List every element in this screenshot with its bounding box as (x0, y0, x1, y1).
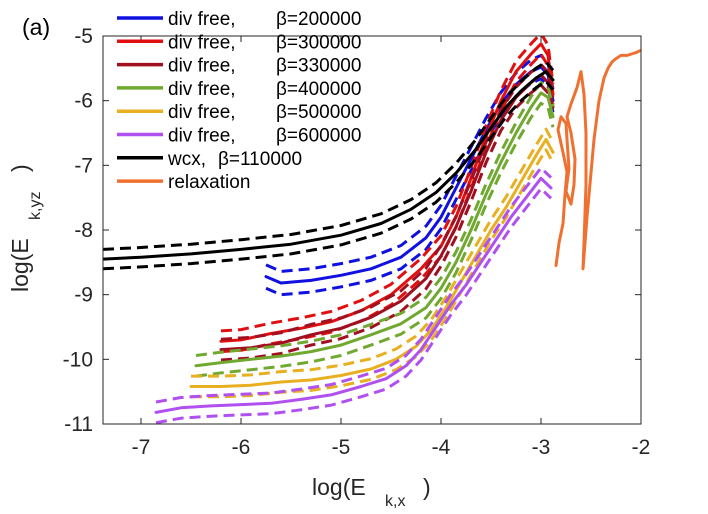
legend-entry-wcx-110000: wcx, β=110000 (117, 149, 302, 170)
tick-labels: -7 -6 -5 -4 -3 -2 -11 -10 -9 -8 -7 -6 -5 (63, 25, 651, 459)
series-relaxation-line (554, 48, 641, 271)
legend-param: β=200000 (276, 9, 361, 30)
series-div-free-200000-lower-bound (265, 77, 555, 297)
series-div-free-500000-line (189, 138, 555, 388)
x-tick-label: -4 (432, 436, 451, 459)
series-div-free-400000-lower-bound (195, 101, 555, 378)
x-axis-label: log(E k,x ) (312, 474, 431, 510)
legend-param: β=330000 (276, 56, 361, 77)
series-div-free-400000-line (194, 91, 555, 368)
y-tick-label: -8 (74, 219, 93, 242)
x-tick-label: -6 (232, 436, 251, 459)
legend-entry-div-free-400000: div free, β=400000 (117, 79, 361, 100)
x-tick-label: -5 (332, 436, 351, 459)
axes (102, 35, 642, 425)
legend-label: div free, (168, 79, 236, 100)
series-wcx-110000-line (103, 70, 555, 261)
legend-param: β=110000 (218, 149, 302, 170)
series-div-free-400000-upper-bound (195, 81, 555, 357)
legend-entry-relaxation: relaxation (117, 172, 250, 193)
series-div-free-600000-lower-bound (155, 187, 553, 424)
legend-label: div free, (168, 9, 236, 30)
series-div-free-500000-upper-bound (191, 127, 555, 378)
y-axis-label-sub: k,yz (27, 192, 44, 220)
series-div-free-300000-upper-bound (220, 36, 555, 333)
legend-param: β=400000 (276, 79, 361, 100)
y-tick-label: -7 (74, 154, 93, 177)
legend-param: β=600000 (276, 126, 361, 147)
y-tick-label: -5 (74, 25, 93, 48)
legend-entry-div-free-300000: div free, β=300000 (117, 32, 361, 53)
legend-entry-div-free-200000: div free, β=200000 (117, 9, 361, 30)
x-tick-label: -7 (132, 436, 151, 459)
series-div-free-600000-line (154, 176, 553, 414)
x-tick-label: -3 (532, 436, 551, 459)
y-tick-label: -10 (63, 348, 93, 371)
series-div-free-330000-upper-bound (220, 63, 555, 341)
series-wcx-110000-lower-bound (103, 79, 555, 271)
legend-label: div free, (168, 32, 236, 53)
y-tick-label: -6 (74, 90, 93, 113)
y-axis-label-close: ) (7, 164, 33, 172)
legend-label: wcx, (167, 149, 206, 170)
y-tick-label: -11 (64, 413, 93, 436)
legend-label: div free, (168, 126, 236, 147)
x-tick-label: -2 (632, 436, 651, 459)
series-wcx-110000-upper-bound (103, 60, 555, 251)
legend-label: div free, (168, 102, 236, 123)
legend-param: β=300000 (276, 32, 361, 53)
series-layer (103, 36, 641, 424)
legend-entry-div-free-500000: div free, β=500000 (117, 102, 361, 123)
y-axis-label: log(E k,yz ) (7, 164, 44, 292)
x-axis-label-main: log(E (312, 474, 366, 500)
series-div-free-600000-upper-bound (155, 166, 553, 404)
legend-label: relaxation (168, 172, 250, 193)
legend-label: div free, (168, 56, 236, 77)
series-div-free-200000-upper-bound (265, 53, 555, 273)
x-axis-label-sub: k,x (385, 493, 405, 510)
series-div-free-330000-lower-bound (220, 83, 555, 362)
panel-label: (a) (22, 14, 50, 40)
legend-entry-div-free-600000: div free, β=600000 (117, 126, 361, 147)
legend-param: β=500000 (276, 102, 361, 123)
y-tick-label: -9 (74, 284, 93, 307)
y-axis-label-main: log(E (7, 238, 33, 292)
legend-entry-div-free-330000: div free, β=330000 (117, 56, 361, 77)
x-axis-label-close: ) (423, 474, 431, 500)
